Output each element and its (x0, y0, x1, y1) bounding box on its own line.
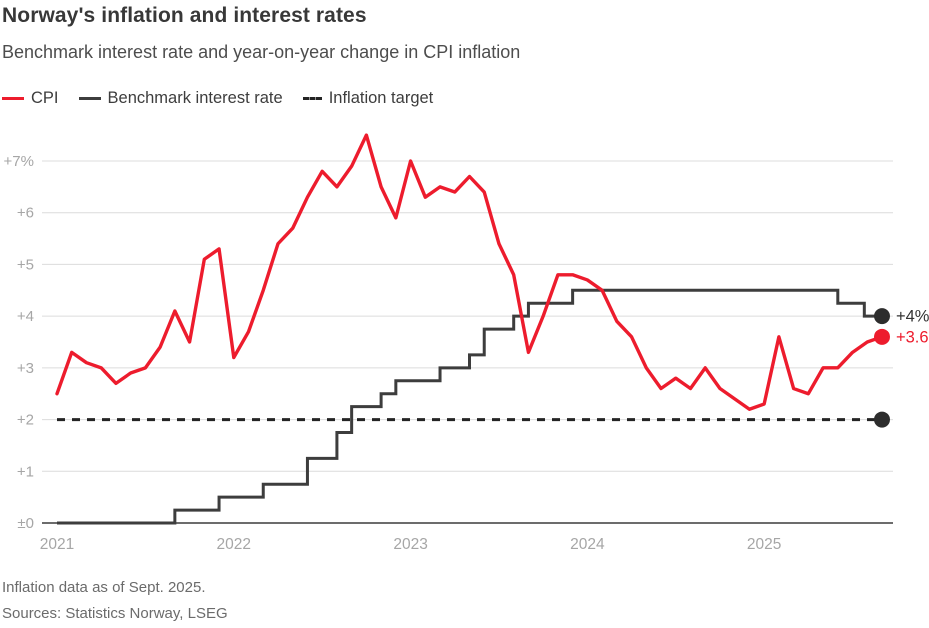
legend-swatch-target (302, 97, 322, 100)
x-axis-label: 2021 (40, 536, 74, 553)
legend-label-cpi: CPI (31, 89, 59, 107)
page-title: Norway's inflation and interest rates (2, 4, 367, 27)
y-axis-label: ±0 (17, 515, 34, 532)
y-axis-label: +2 (17, 412, 34, 429)
legend-swatch-rate (78, 97, 101, 100)
legend-item-cpi: CPI (2, 89, 59, 108)
y-axis-label: +5 (17, 256, 34, 273)
cpi-line (55, 133, 884, 411)
benchmark-rate-end-label: +4% (896, 308, 929, 326)
benchmark-rate-end-dot (874, 308, 890, 325)
legend-label-target: Inflation target (328, 89, 434, 107)
chart-subtitle: Benchmark interest rate and year-on-year… (2, 42, 521, 62)
x-axis-label: 2024 (570, 536, 605, 553)
y-axis-label: +7% (4, 153, 34, 170)
x-axis-label: 2022 (217, 536, 251, 553)
y-axis-label: +3 (17, 360, 34, 377)
y-axis-label: +6 (17, 205, 34, 222)
target-end-dot (874, 411, 890, 428)
legend-item-rate: Benchmark interest rate (78, 89, 283, 108)
footnote: Inflation data as of Sept. 2025. (2, 579, 206, 596)
cpi-end-label: +3.6% (896, 328, 929, 346)
y-axis-label: +1 (17, 463, 34, 480)
legend-swatch-cpi (2, 97, 24, 100)
source-line: Sources: Statistics Norway, LSEG (2, 605, 228, 622)
chart-legend: CPI Benchmark interest rate Inflation targ… (2, 89, 433, 108)
cpi-end-dot (874, 328, 890, 345)
x-axis-label: 2023 (393, 536, 427, 553)
benchmark-rate-line (57, 288, 882, 525)
legend-item-target: Inflation target (302, 89, 434, 108)
y-axis-label: +4 (17, 308, 34, 325)
legend-label-rate: Benchmark interest rate (107, 89, 283, 107)
x-axis-label: 2025 (747, 536, 781, 553)
